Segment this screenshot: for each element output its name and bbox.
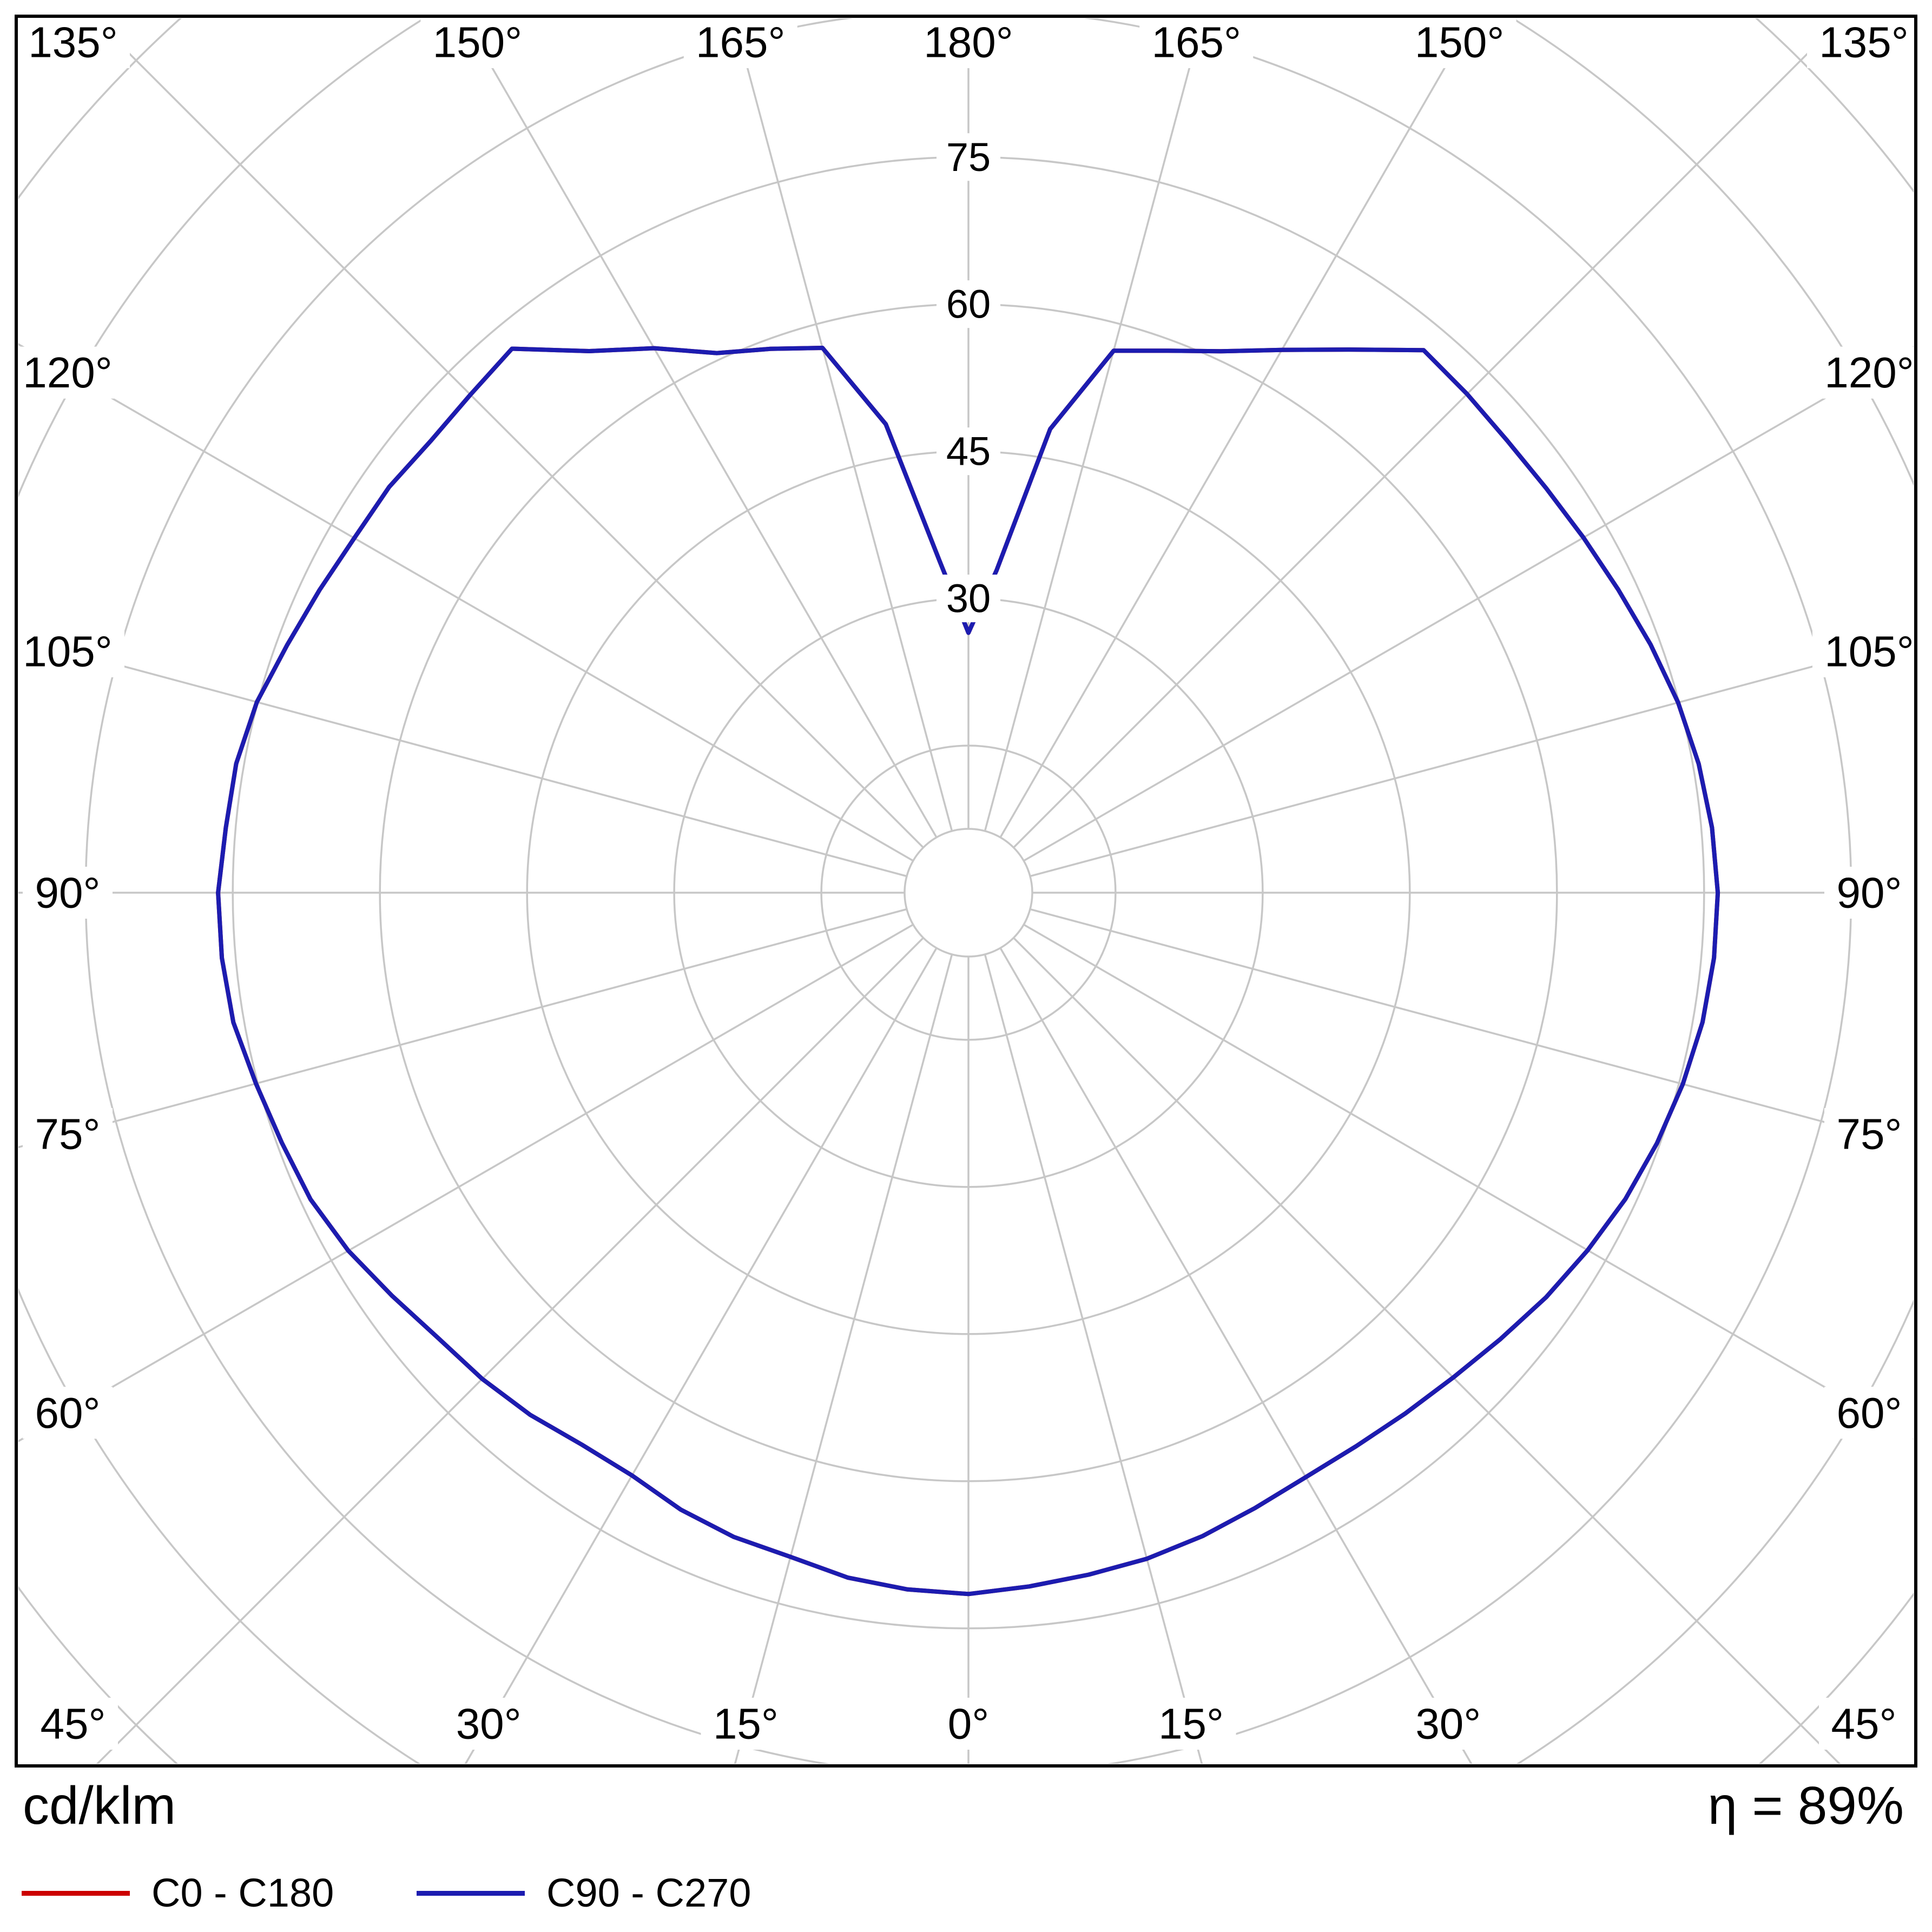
- legend-label-c0: C0 - C180: [151, 1870, 334, 1915]
- svg-text:30°: 30°: [1415, 1700, 1481, 1748]
- svg-text:45°: 45°: [1831, 1700, 1897, 1748]
- svg-text:180°: 180°: [924, 18, 1013, 67]
- svg-text:45°: 45°: [41, 1700, 106, 1748]
- legend-item-c0-c180: C0 - C180: [22, 1873, 334, 1913]
- svg-text:15°: 15°: [713, 1700, 779, 1748]
- units-label: cd/klm: [23, 1776, 176, 1835]
- svg-text:120°: 120°: [23, 348, 112, 397]
- svg-text:30°: 30°: [456, 1700, 522, 1748]
- efficiency-label: η = 89%: [1707, 1776, 1904, 1835]
- svg-text:75°: 75°: [35, 1110, 101, 1158]
- svg-text:75°: 75°: [1837, 1110, 1902, 1158]
- curve-c90-c270: [216, 346, 1720, 1597]
- angle-labels: 0° 15° 15° 30° 30° 45° 45° 60° 60° 75° 75° 90° 90° 10…: [11, 16, 1926, 1750]
- svg-text:135°: 135°: [28, 18, 117, 67]
- svg-text:0°: 0°: [948, 1700, 989, 1748]
- svg-text:90°: 90°: [1837, 869, 1902, 917]
- svg-text:150°: 150°: [433, 18, 522, 67]
- legend-label-c90: C90 - C270: [546, 1870, 751, 1915]
- svg-text:15°: 15°: [1158, 1700, 1224, 1748]
- svg-text:165°: 165°: [1151, 18, 1241, 67]
- radial-axis-labels: 30 45 60 75: [937, 133, 1000, 623]
- legend-swatch-c90-icon: [417, 1890, 525, 1896]
- svg-text:135°: 135°: [1819, 18, 1908, 67]
- svg-text:90°: 90°: [35, 869, 101, 917]
- svg-text:150°: 150°: [1415, 18, 1504, 67]
- legend-swatch-c0-icon: [22, 1890, 130, 1896]
- svg-text:60: 60: [946, 282, 991, 327]
- svg-text:45: 45: [946, 429, 991, 474]
- svg-text:105°: 105°: [23, 627, 112, 675]
- legend-item-c90-c270: C90 - C270: [417, 1873, 751, 1913]
- plot-frame: [15, 15, 1917, 1768]
- svg-text:105°: 105°: [1824, 627, 1914, 675]
- svg-text:75: 75: [946, 135, 991, 180]
- svg-text:165°: 165°: [696, 18, 785, 67]
- svg-text:120°: 120°: [1824, 348, 1914, 397]
- svg-text:60°: 60°: [35, 1389, 101, 1437]
- svg-text:30: 30: [946, 576, 991, 621]
- svg-text:60°: 60°: [1837, 1389, 1902, 1437]
